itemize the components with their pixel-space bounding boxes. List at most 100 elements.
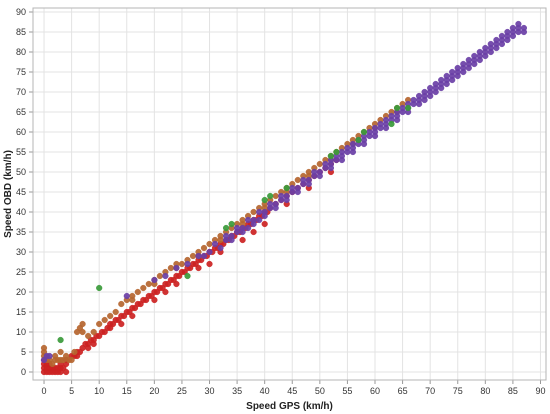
scatter-point: [476, 56, 483, 64]
scatter-point: [487, 48, 494, 56]
scatter-point: [228, 220, 235, 228]
scatter-point: [107, 324, 114, 332]
scatter-point: [283, 196, 290, 204]
scatter-point: [360, 140, 368, 148]
x-tick-labels: 0 5 10 15 20 25 30 35 40 45 50 55 60 65 70 75 80 85 90: [42, 386, 546, 396]
scatter-point: [427, 84, 434, 92]
scatter-point: [129, 312, 136, 320]
y-tick-label: 55: [16, 147, 26, 157]
scatter-point: [427, 92, 434, 100]
y-tick-label: 45: [16, 187, 26, 197]
scatter-point: [311, 168, 318, 176]
y-tick-label: 0: [21, 367, 26, 377]
scatter-point: [410, 96, 417, 104]
scatter-point: [498, 32, 506, 40]
x-tick-label: 10: [94, 386, 104, 396]
x-tick-label: 45: [287, 386, 297, 396]
scatter-point: [338, 148, 346, 156]
scatter-point: [327, 164, 335, 172]
scatter-point: [382, 116, 390, 124]
scatter-point: [173, 280, 180, 288]
scatter-point: [316, 172, 323, 180]
scatter-point: [388, 112, 395, 120]
scatter-point: [289, 184, 296, 192]
y-tick-label: 20: [16, 287, 26, 297]
x-tick-label: 70: [425, 386, 435, 396]
scatter-point: [267, 200, 274, 208]
scatter-point: [239, 228, 246, 236]
x-tick-label: 50: [315, 386, 325, 396]
y-axis-label: Speed OBD (km/h): [3, 150, 14, 238]
scatter-point: [366, 128, 373, 136]
scatter-point: [206, 248, 213, 256]
scatter-point: [239, 236, 246, 244]
x-axis-label: Speed GPS (km/h): [246, 401, 333, 412]
scatter-point: [107, 312, 114, 320]
scatter-point: [118, 320, 125, 328]
scatter-point: [178, 260, 186, 268]
scatter-point: [162, 272, 169, 280]
y-tick-label: 85: [16, 27, 26, 37]
scatter-point: [454, 72, 461, 80]
scatter-point: [228, 236, 235, 244]
scatter-point: [156, 272, 164, 280]
scatter-point: [476, 48, 483, 56]
grid-lines: [33, 8, 546, 380]
x-tick-label: 85: [508, 386, 518, 396]
y-tick-label: 65: [16, 107, 26, 117]
scatter-point: [71, 348, 78, 356]
scatter-point: [333, 148, 340, 156]
scatter-point: [438, 84, 445, 92]
scatter-point: [79, 328, 86, 336]
scatter-point: [278, 192, 285, 200]
scatter-point: [515, 28, 522, 36]
scatter-point: [515, 20, 522, 28]
scatter-point: [200, 244, 208, 252]
scatter-point: [250, 228, 257, 236]
scatter-point: [371, 132, 379, 140]
scatter-point: [85, 344, 92, 352]
scatter-point: [140, 284, 147, 292]
scatter-point: [338, 156, 346, 164]
y-tick-label: 40: [16, 207, 26, 217]
x-tick-label: 90: [535, 386, 545, 396]
x-tick-label: 0: [42, 386, 47, 396]
scatter-point: [145, 280, 152, 288]
scatter-point: [460, 60, 467, 68]
scatter-point: [245, 216, 252, 224]
scatter-point: [432, 88, 439, 96]
scatter-series: [57, 104, 412, 344]
scatter-point: [206, 240, 213, 248]
scatter-point: [509, 32, 517, 40]
scatter-point: [349, 148, 357, 156]
scatter-point: [250, 208, 257, 216]
y-tick-label: 50: [16, 167, 26, 177]
y-tick-labels: 0 5 10 15 20 25 30 35 40 45 50 55 60 65 70 75 80 85 90: [16, 7, 26, 377]
y-tick-label: 70: [16, 87, 26, 97]
scatter-point: [344, 144, 351, 152]
scatter-point: [200, 252, 208, 260]
x-tick-label: 40: [260, 386, 270, 396]
scatter-point: [173, 264, 180, 272]
scatter-point: [195, 252, 202, 260]
x-tick-label: 15: [122, 386, 132, 396]
scatter-point: [223, 224, 230, 232]
scatter-point: [68, 356, 75, 364]
y-tick-label: 15: [16, 307, 26, 317]
y-tick-label: 35: [16, 227, 26, 237]
scatter-point: [322, 160, 329, 168]
scatter-point: [189, 252, 197, 260]
scatter-point: [294, 188, 301, 196]
scatter-point: [283, 184, 290, 192]
scatter-point: [184, 260, 191, 268]
scatter-point: [267, 192, 274, 200]
y-tick-label: 25: [16, 267, 26, 277]
scatter-point: [416, 100, 423, 108]
x-tick-label: 75: [453, 386, 463, 396]
scatter-point: [421, 88, 428, 96]
scatter-point: [399, 104, 406, 112]
scatter-point: [112, 308, 119, 316]
y-tick-label: 60: [16, 127, 26, 137]
scatter-point: [355, 136, 362, 144]
y-tick-label: 90: [16, 7, 26, 17]
